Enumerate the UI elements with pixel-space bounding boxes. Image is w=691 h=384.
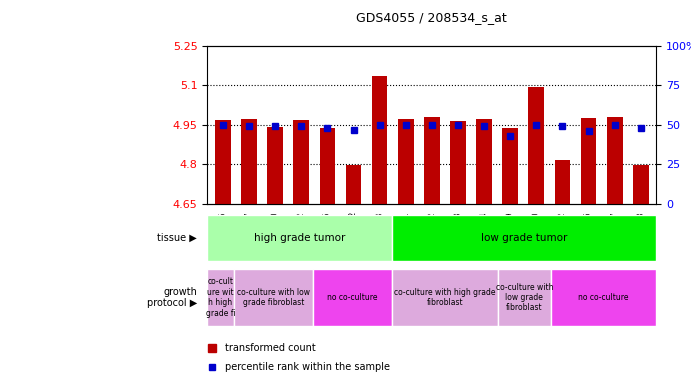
Text: co-culture with low
grade fibroblast: co-culture with low grade fibroblast <box>237 288 310 307</box>
Text: percentile rank within the sample: percentile rank within the sample <box>225 362 390 372</box>
Text: high grade tumor: high grade tumor <box>254 233 346 243</box>
Text: growth
protocol ▶: growth protocol ▶ <box>146 287 197 308</box>
Bar <box>476 119 492 204</box>
Bar <box>234 269 313 326</box>
Bar <box>372 76 388 204</box>
Bar <box>424 117 439 204</box>
Text: no co-culture: no co-culture <box>328 293 378 302</box>
Bar <box>529 87 544 204</box>
Bar <box>346 166 361 204</box>
Bar <box>502 128 518 204</box>
Bar <box>450 121 466 204</box>
Bar <box>207 215 392 261</box>
Text: co-culture with
low grade
fibroblast: co-culture with low grade fibroblast <box>495 283 553 313</box>
Bar <box>392 269 498 326</box>
Text: no co-culture: no co-culture <box>578 293 629 302</box>
Text: low grade tumor: low grade tumor <box>481 233 567 243</box>
Text: transformed count: transformed count <box>225 343 316 353</box>
Bar <box>607 117 623 204</box>
Bar <box>551 269 656 326</box>
Bar <box>580 118 596 204</box>
Bar <box>398 119 414 204</box>
Bar <box>215 119 231 204</box>
Bar <box>555 160 570 204</box>
Text: co-culture with high grade
fibroblast: co-culture with high grade fibroblast <box>395 288 496 307</box>
Bar <box>498 269 551 326</box>
Bar <box>267 127 283 204</box>
Bar <box>392 215 656 261</box>
Text: tissue ▶: tissue ▶ <box>157 233 197 243</box>
Bar <box>633 165 649 204</box>
Bar <box>207 269 234 326</box>
Bar <box>241 119 257 204</box>
Bar <box>294 120 309 204</box>
Bar <box>319 128 335 204</box>
Text: co-cult
ure wit
h high
grade fi: co-cult ure wit h high grade fi <box>206 278 236 318</box>
Text: GDS4055 / 208534_s_at: GDS4055 / 208534_s_at <box>357 12 507 25</box>
Bar <box>313 269 392 326</box>
